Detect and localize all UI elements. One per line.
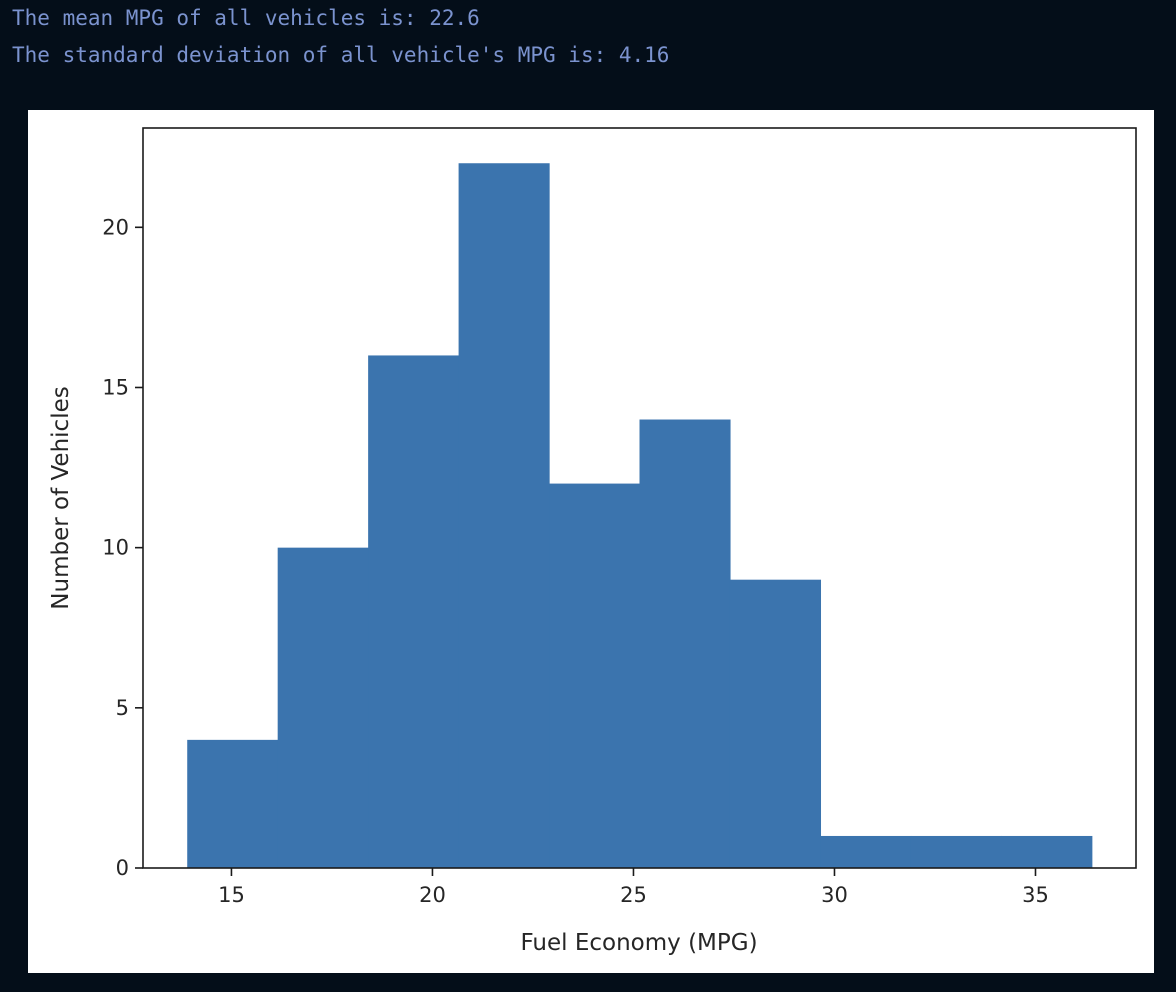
- x-ticks: 15 20 25 30 35: [218, 868, 1049, 907]
- y-tick-label: 15: [102, 375, 129, 399]
- x-axis-label: Fuel Economy (MPG): [520, 930, 757, 956]
- y-tick-label: 10: [102, 536, 129, 560]
- histogram-bar: [639, 419, 731, 868]
- y-tick-label: 0: [116, 856, 129, 880]
- y-ticks: 0 5 10 15 20: [102, 215, 143, 880]
- x-tick-label: 35: [1022, 883, 1049, 907]
- histogram-bar: [729, 579, 822, 868]
- x-tick-label: 30: [821, 883, 848, 907]
- mean-output-line: The mean MPG of all vehicles is: 22.6: [12, 6, 480, 30]
- histogram-chart: 15 20 25 30 35 0 5 10 15 20 Fuel Economy (MPG) N…: [48, 127, 1137, 956]
- y-tick-label: 20: [102, 215, 129, 239]
- y-tick-label: 5: [116, 696, 129, 720]
- histogram-bar: [910, 835, 1002, 868]
- x-tick-label: 20: [419, 883, 446, 907]
- y-axis-label: Number of Vehicles: [48, 386, 74, 609]
- histogram-bar: [820, 835, 912, 868]
- histogram-bar: [1001, 835, 1093, 868]
- histogram-bar: [458, 163, 550, 868]
- histogram-figure: 15 20 25 30 35 0 5 10 15 20 Fuel Economy (MPG) N…: [28, 110, 1154, 973]
- histogram-bar: [368, 355, 460, 868]
- axes-frame: [142, 127, 1137, 869]
- histogram-bars: [187, 163, 1093, 868]
- x-tick-label: 15: [218, 883, 245, 907]
- histogram-bar: [549, 483, 641, 868]
- std-output-line: The standard deviation of all vehicle's …: [12, 43, 670, 67]
- histogram-bar: [277, 547, 369, 868]
- x-tick-label: 25: [620, 883, 647, 907]
- histogram-bar: [187, 739, 279, 868]
